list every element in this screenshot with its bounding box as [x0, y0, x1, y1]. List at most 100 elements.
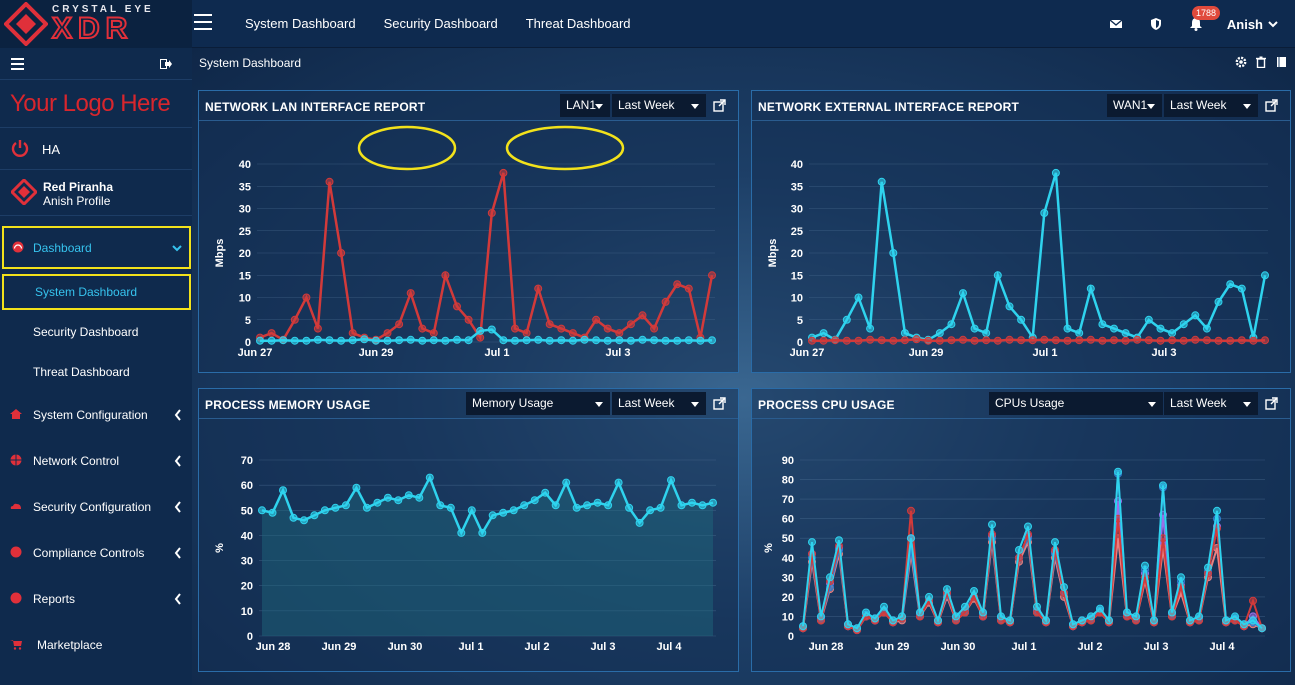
sidebar-item-dashboard[interactable]: Dashboard [2, 226, 191, 269]
shield-icon[interactable] [1149, 17, 1163, 31]
y-tick-label: 35 [239, 181, 251, 193]
sidebar-item-label: Dashboard [33, 241, 92, 255]
data-point [383, 493, 392, 502]
topnav-system-dashboard[interactable]: System Dashboard [245, 16, 356, 31]
data-point [889, 336, 898, 345]
data-point [568, 329, 577, 338]
data-point [1261, 336, 1269, 345]
sidebar-subitem-system-dashboard[interactable]: System Dashboard [2, 274, 191, 310]
sidebar-item-security-configuration[interactable]: Security Configuration [0, 484, 192, 530]
data-point [900, 329, 909, 338]
range-select[interactable]: Last Week [1164, 392, 1258, 415]
trash-icon[interactable] [1255, 56, 1267, 68]
range-select[interactable]: Last Week [1164, 94, 1258, 117]
data-point [404, 491, 413, 500]
data-point [453, 335, 461, 344]
sidebar-subitem-threat-dashboard[interactable]: Threat Dashboard [0, 352, 192, 392]
sidebar-item-reports[interactable]: Reports [0, 576, 192, 622]
sign-out-icon[interactable] [160, 59, 172, 69]
series-area [262, 477, 713, 636]
data-point [900, 336, 909, 345]
data-point [302, 293, 311, 302]
y-tick-label: 40 [782, 553, 794, 565]
topnav-threat-dashboard[interactable]: Threat Dashboard [525, 16, 631, 31]
sidebar-item-compliance-controls[interactable]: Compliance Controls [0, 530, 192, 576]
data-point [961, 602, 969, 611]
range-select[interactable]: Last Week [612, 94, 706, 117]
sidebar-item-network-control[interactable]: Network Control [0, 438, 192, 484]
bell-icon[interactable] [1189, 17, 1203, 31]
y-tick-label: 10 [782, 611, 794, 623]
data-point [993, 271, 1002, 280]
gear-icon[interactable] [1235, 56, 1247, 68]
brand-logo[interactable]: CRYSTAL EYE XDR [0, 0, 192, 48]
data-point [916, 608, 924, 617]
home-icon [10, 409, 22, 419]
range-select[interactable]: Last Week [612, 392, 706, 415]
mail-icon[interactable] [1109, 17, 1123, 31]
data-point [453, 302, 461, 311]
data-point [1015, 546, 1023, 554]
sidebar-subitem-security-dashboard[interactable]: Security Dashboard [0, 312, 192, 352]
sidebar-item-ha[interactable]: HA [0, 128, 192, 170]
external-link-icon[interactable] [1265, 99, 1278, 112]
interface-select[interactable]: LAN1 [560, 94, 610, 117]
data-point [313, 335, 322, 344]
external-link-icon[interactable] [713, 397, 726, 410]
user-menu[interactable]: Anish [1226, 16, 1263, 32]
external-link-icon[interactable] [713, 99, 726, 112]
panel-title: NETWORK EXTERNAL INTERFACE REPORT [758, 100, 1020, 114]
data-point [947, 320, 956, 329]
data-point [383, 336, 392, 345]
data-point [320, 506, 329, 515]
sidebar-item-label: Network Control [33, 454, 120, 468]
data-point [650, 324, 659, 333]
data-point [1132, 612, 1140, 621]
data-point [395, 320, 404, 329]
data-point [593, 498, 602, 507]
data-point [429, 336, 438, 345]
top-right-tools: Anish [1083, 0, 1279, 48]
data-point [907, 534, 915, 543]
data-point [854, 336, 863, 345]
metric-select[interactable]: CPUs Usage [989, 392, 1163, 415]
data-point [684, 284, 693, 293]
memory-usage-panel: PROCESS MEMORY USAGE Memory Usage Last W… [198, 388, 739, 672]
data-point [952, 612, 960, 621]
sidebar-item-system-configuration[interactable]: System Configuration [0, 392, 192, 438]
interface-select[interactable]: WAN1 [1107, 94, 1162, 117]
x-tick-label: Jun 28 [809, 641, 844, 653]
data-point [520, 501, 529, 510]
menu-toggle-icon[interactable] [194, 14, 212, 30]
x-tick-label: Jun 30 [941, 641, 976, 653]
sidebar-item-marketplace[interactable]: Marketplace [0, 622, 192, 668]
metric-select[interactable]: Memory Usage [466, 392, 610, 415]
user-profile[interactable]: Red Piranha Anish Profile [0, 170, 192, 216]
data-point [1087, 612, 1095, 621]
data-point [1179, 320, 1188, 329]
topnav-security-dashboard[interactable]: Security Dashboard [383, 16, 498, 31]
data-point [626, 320, 635, 329]
data-point [684, 336, 693, 345]
data-point [819, 336, 828, 345]
external-link-icon[interactable] [1265, 397, 1278, 410]
data-point [603, 336, 612, 345]
sidebar-toggle-icon[interactable] [11, 58, 24, 73]
data-point [1005, 302, 1014, 311]
data-point [866, 335, 875, 344]
data-point [970, 336, 979, 345]
chevron-down-icon[interactable] [1267, 19, 1279, 29]
data-point [656, 503, 665, 512]
data-point [362, 503, 371, 512]
data-point [534, 284, 543, 293]
data-point [831, 336, 840, 345]
reports-icon [10, 592, 22, 604]
data-point [1202, 324, 1211, 333]
series-line [812, 338, 1266, 342]
data-point [1075, 329, 1084, 338]
data-point [488, 511, 497, 520]
data-point [487, 209, 496, 217]
data-point [661, 336, 670, 345]
book-icon[interactable] [1275, 56, 1287, 68]
data-point [415, 493, 424, 502]
